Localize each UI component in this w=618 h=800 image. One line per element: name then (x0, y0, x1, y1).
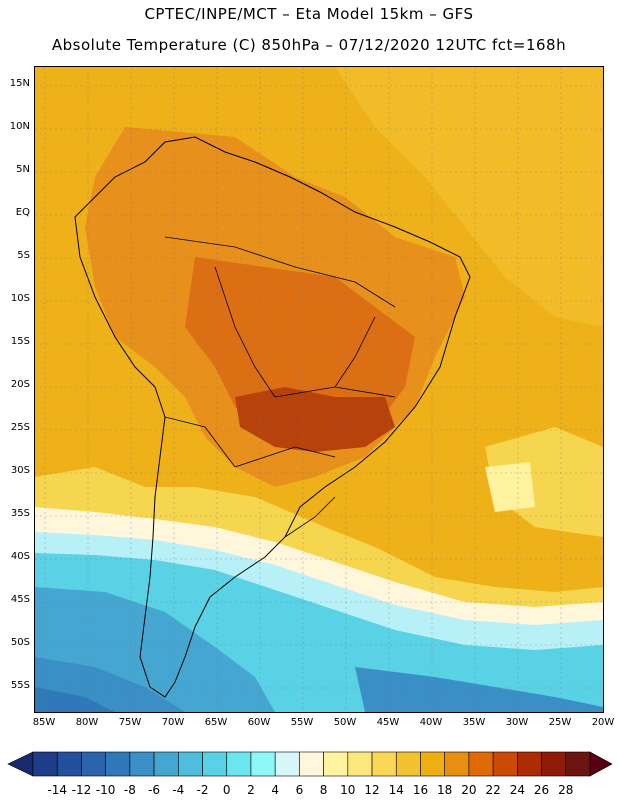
lat-tick-label: 10N (9, 121, 30, 132)
colorbar-swatch (202, 751, 228, 777)
lat-tick-label: 5N (16, 164, 30, 175)
colorbar-tick-label: -4 (172, 783, 185, 797)
lat-tick-label: 55S (10, 680, 30, 691)
south-blue-region (355, 667, 603, 712)
lat-tick-label: 15N (9, 78, 30, 89)
colorbar-swatch (517, 751, 542, 777)
lat-tick-label: 5S (17, 250, 30, 261)
colorbar-swatch (395, 751, 421, 777)
pale-band (35, 507, 603, 627)
colorbar-tick-label: -6 (148, 783, 161, 797)
colorbar-tick-label: 12 (364, 783, 380, 797)
atlantic-pale-patch (485, 462, 535, 512)
tropical-yellow-band (335, 67, 603, 327)
colorbar-swatch (129, 751, 155, 777)
colorbar-tick-label: 20 (461, 783, 477, 797)
lon-tick-label: 35W (462, 717, 486, 728)
lat-tick-label: 20S (10, 379, 30, 390)
colorbar-swatch (541, 751, 567, 777)
lon-tick-label: 70W (161, 717, 185, 728)
colorbar-tick-label: 4 (271, 783, 279, 797)
colorbar-swatch (32, 751, 58, 777)
lat-tick-label: 40S (10, 551, 30, 562)
colorbar-tick-label: -2 (196, 783, 209, 797)
map-subtitle: Absolute Temperature (C) 850hPa – 07/12/… (51, 36, 567, 54)
lon-tick-label: 60W (247, 717, 271, 728)
lon-tick-label: 30W (505, 717, 529, 728)
colorbar-swatch (178, 751, 203, 777)
colorbar-swatch (565, 751, 591, 777)
colorbar-swatch (105, 751, 131, 777)
lon-tick-label: 85W (32, 717, 56, 728)
color-scale-bar (7, 751, 613, 777)
lon-tick-label: 45W (376, 717, 400, 728)
colorbar-swatch (323, 751, 349, 777)
hottest-core-region (235, 387, 395, 452)
colorbar-tick-label: 8 (319, 783, 328, 797)
map-title: CPTEC/INPE/MCT – Eta Model 15km – GFS (144, 5, 474, 23)
colorbar-tick-label: 2 (247, 783, 255, 797)
colorbar-swatch (492, 751, 518, 777)
colorbar-swatch (347, 751, 373, 777)
colorbar-tick-label: 10 (340, 783, 356, 797)
lon-tick-label: 50W (333, 717, 357, 728)
colorbar-tick-label: 6 (295, 783, 304, 797)
lon-tick-label: 75W (118, 717, 142, 728)
colorbar-swatch (371, 751, 397, 777)
lat-tick-label: 50S (10, 637, 30, 648)
lon-tick-label: 65W (204, 717, 228, 728)
colorbar-over-arrow (589, 751, 613, 777)
colorbar-swatch (153, 751, 179, 777)
lat-tick-label: 35S (10, 508, 30, 519)
colorbar-tick-label: 26 (533, 783, 550, 797)
colorbar-swatch (274, 751, 300, 777)
colorbar-tick-label: 18 (437, 783, 453, 797)
southwest-darkest-blue (35, 687, 115, 712)
colorbar-tick-label: 28 (558, 783, 574, 797)
yellow-transition-band (35, 467, 603, 612)
lat-tick-label: 10S (10, 293, 30, 304)
colorbar-swatch (250, 751, 276, 777)
south-america-coastline (74, 136, 471, 698)
colorbar-swatch (226, 751, 252, 777)
lat-tick-label: EQ (15, 207, 30, 218)
colorbar-tick-label: -12 (71, 783, 92, 797)
lat-tick-label: 30S (10, 465, 30, 476)
colorbar-tick-label: 0 (222, 783, 231, 797)
lat-tick-label: 45S (10, 594, 30, 605)
colorbar-tick-label: 22 (485, 783, 501, 797)
lon-tick-label: 20W (591, 717, 615, 728)
colorbar-tick-label: 24 (509, 783, 525, 797)
colorbar-swatch (444, 751, 470, 777)
colorbar-swatch (299, 751, 324, 777)
colorbar-tick-label: -10 (95, 783, 116, 797)
colorbar-tick-label: 16 (412, 783, 429, 797)
temperature-field (35, 67, 603, 712)
lon-tick-label: 40W (419, 717, 443, 728)
colorbar-swatch (420, 751, 445, 777)
lon-tick-label: 55W (290, 717, 314, 728)
colorbar-swatch (468, 751, 494, 777)
lon-tick-label: 80W (75, 717, 99, 728)
colorbar-tick-label: 14 (388, 783, 404, 797)
lat-tick-label: 15S (10, 336, 30, 347)
colorbar-swatch (81, 751, 106, 777)
colorbar-under-arrow (7, 751, 34, 777)
colorbar-tick-label: -14 (47, 783, 67, 797)
light-cyan-band (35, 532, 603, 652)
lon-tick-label: 25W (548, 717, 572, 728)
temperature-map (34, 66, 604, 713)
colorbar-tick-label: -8 (123, 783, 136, 797)
lat-tick-label: 25S (10, 422, 30, 433)
colorbar-swatch (56, 751, 82, 777)
